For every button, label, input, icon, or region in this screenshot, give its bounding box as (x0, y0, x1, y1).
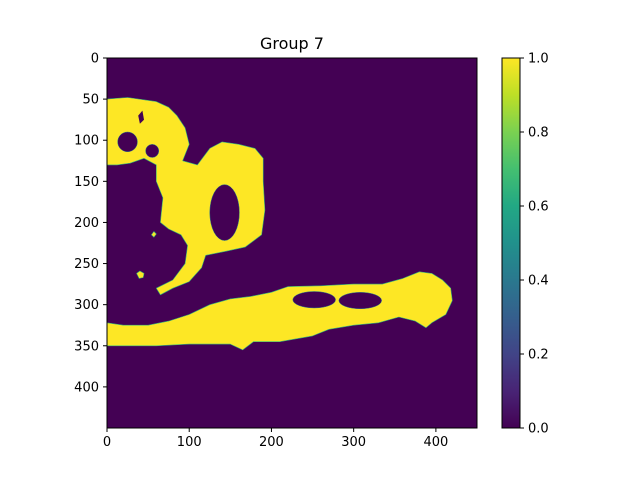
x-tick-label: 200 (259, 435, 284, 450)
heatmap-hole-lower-left-eye (292, 291, 336, 309)
heatmap-hole-ring-inner (209, 184, 240, 241)
plot-area (107, 58, 477, 428)
chart-title: Group 7 (260, 34, 324, 53)
x-axis: 0 100 200 300 400 (103, 428, 448, 450)
y-tick-label: 0 (91, 52, 99, 67)
heatmap-hole-lower-right-eye (338, 292, 382, 310)
x-tick-label: 0 (103, 435, 111, 450)
x-tick-label: 300 (341, 435, 366, 450)
y-axis: 0 50 100 150 200 250 300 350 400 (74, 52, 107, 395)
heatmap-region-lower-band (107, 271, 453, 351)
colorbar-tick-label: 0.2 (528, 348, 549, 363)
heatmap-hole-circle-small (145, 144, 160, 158)
y-tick-label: 100 (74, 134, 99, 149)
y-tick-label: 400 (74, 380, 99, 395)
y-tick-label: 250 (74, 257, 99, 272)
colorbar-tick-label: 1.0 (528, 52, 549, 67)
heatmap-region-upper-blob (107, 97, 266, 296)
y-tick-label: 350 (74, 339, 99, 354)
x-tick-label: 400 (423, 435, 448, 450)
colorbar-tick-label: 0.6 (528, 200, 549, 215)
heatmap-hole-circle-upper-left (117, 131, 138, 152)
y-tick-label: 150 (74, 175, 99, 190)
y-tick-label: 300 (74, 298, 99, 313)
y-tick-label: 50 (82, 93, 99, 108)
heatmap-region-small-dot-1 (136, 270, 145, 279)
colorbar-tick-label: 0.8 (528, 126, 549, 141)
colorbar-tick-label: 0.4 (528, 274, 549, 289)
colorbar: 0.0 0.2 0.4 0.6 0.8 1.0 (501, 52, 549, 437)
x-tick-label: 100 (177, 435, 202, 450)
heatmap-region-small-dot-2 (151, 231, 157, 238)
colorbar-tick-label: 0.0 (528, 422, 549, 437)
y-tick-label: 200 (74, 216, 99, 231)
plot-frame (106, 57, 478, 429)
heatmap-hole-notch (138, 110, 144, 124)
colorbar-gradient (501, 57, 521, 429)
